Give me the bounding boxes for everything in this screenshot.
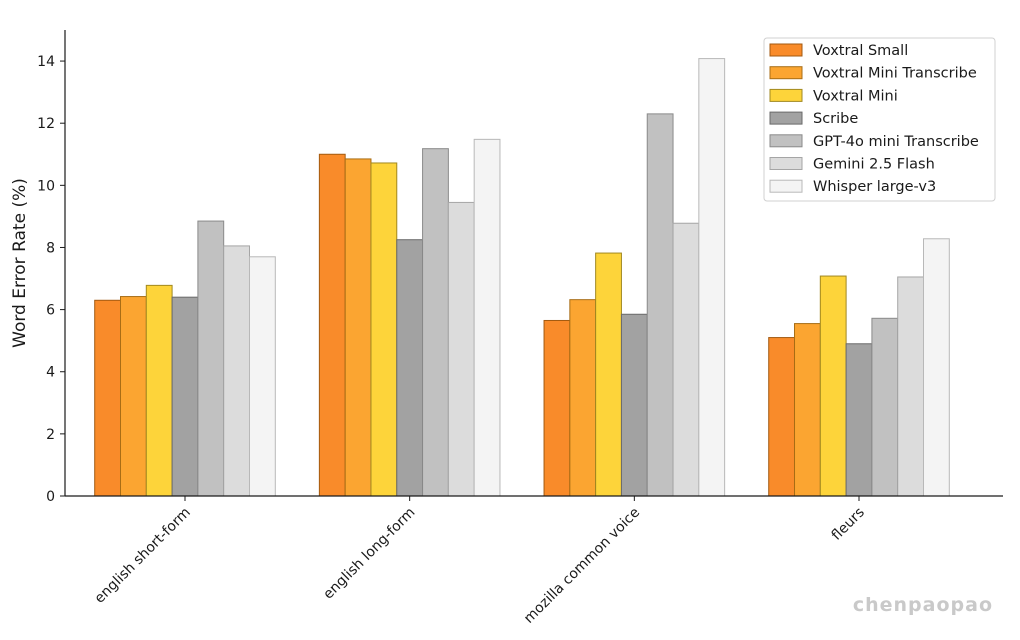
x-tick-label: fleurs (829, 505, 868, 544)
bar (370, 162, 398, 497)
bar (422, 148, 449, 497)
bar (197, 220, 225, 497)
watermark: chenpaopao (853, 594, 993, 616)
bar (171, 296, 199, 497)
legend-swatch (769, 111, 803, 125)
bar (595, 252, 622, 497)
bar (672, 222, 700, 497)
y-tick-label: 12 (37, 116, 55, 132)
y-tick-label: 4 (46, 365, 55, 381)
bar (249, 256, 276, 497)
y-axis-label: Word Error Rate (%) (10, 178, 30, 348)
bar (543, 319, 571, 497)
legend-entry-label: Voxtral Mini Transcribe (813, 66, 977, 82)
bar (145, 284, 173, 497)
bar (344, 158, 372, 497)
legend: Voxtral Small Voxtral Mini Transcribe Voxt… (763, 37, 996, 202)
x-tick-label: english short-form (92, 505, 194, 607)
bar (569, 299, 597, 497)
bar (845, 343, 873, 497)
legend-swatch (769, 66, 803, 80)
bar (396, 239, 424, 497)
legend-swatch (769, 43, 803, 57)
legend-swatch (769, 134, 803, 148)
legend-entry-label: Voxtral Small (813, 43, 908, 59)
bar (819, 275, 847, 497)
bar (646, 113, 674, 497)
bar (871, 317, 899, 497)
x-ticks-group: english short-form english long-form mozil… (92, 496, 868, 627)
bar (620, 313, 648, 497)
axes-group (64, 30, 1003, 497)
bar (698, 58, 726, 497)
legend-entry-label: Gemini 2.5 Flash (813, 157, 935, 173)
bar (473, 138, 501, 497)
legend-frame (763, 37, 996, 202)
x-tick-label: english long-form (320, 505, 418, 603)
bars-group (94, 58, 950, 497)
legend-entry-label: GPT-4o mini Transcribe (813, 134, 979, 150)
x-tick-label: mozilla common voice (521, 505, 643, 627)
bar (768, 337, 796, 497)
legend-entry-label: Scribe (813, 111, 858, 127)
y-tick-label: 6 (46, 303, 55, 319)
legend-entry-label: Voxtral Mini (813, 88, 898, 104)
legend-swatch (769, 157, 803, 170)
bar (794, 323, 821, 497)
bar (897, 276, 925, 497)
y-tick-label: 8 (46, 240, 55, 256)
y-tick-label: 2 (46, 427, 55, 443)
y-tick-label: 10 (37, 178, 55, 194)
bar (923, 238, 950, 497)
bar (318, 153, 346, 497)
legend-swatch (769, 179, 803, 193)
y-tick-label: 14 (37, 54, 55, 70)
legend-swatch (769, 88, 803, 102)
y-tick-label: 0 (46, 489, 55, 505)
bar (94, 299, 121, 497)
legend-entry-label: Whisper large-v3 (813, 179, 936, 195)
bar (223, 245, 250, 497)
bar (447, 201, 475, 497)
y-ticks-group: 0 2 4 6 8 10 12 14 (37, 54, 65, 505)
bar (120, 296, 147, 497)
